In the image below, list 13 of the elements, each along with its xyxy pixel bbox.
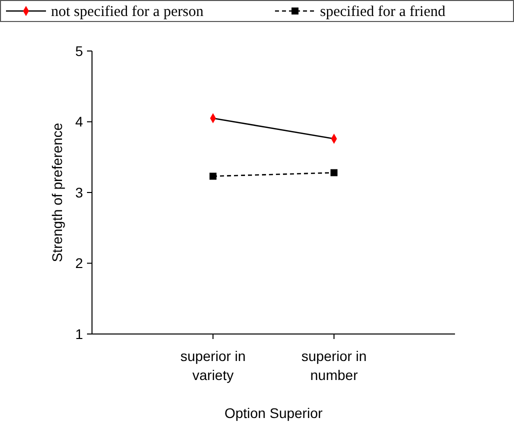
x-tick-label: superior in variety <box>180 348 246 383</box>
x-axis-title: Option Superior <box>224 405 323 421</box>
point <box>330 169 338 176</box>
y-tick-label: 1 <box>75 326 84 342</box>
legend-label: specified for a friend <box>320 4 446 20</box>
y-tick-label: 3 <box>75 184 84 200</box>
y-axis-title: Strength of preference <box>49 122 65 262</box>
y-tick-label: 5 <box>75 42 84 59</box>
point <box>210 172 216 180</box>
legend-label: not specified for a person <box>51 4 204 20</box>
y-tick-label: 2 <box>75 255 84 272</box>
y-tick-label: 4 <box>75 114 84 130</box>
x-tick-label: superior in number <box>301 348 367 383</box>
